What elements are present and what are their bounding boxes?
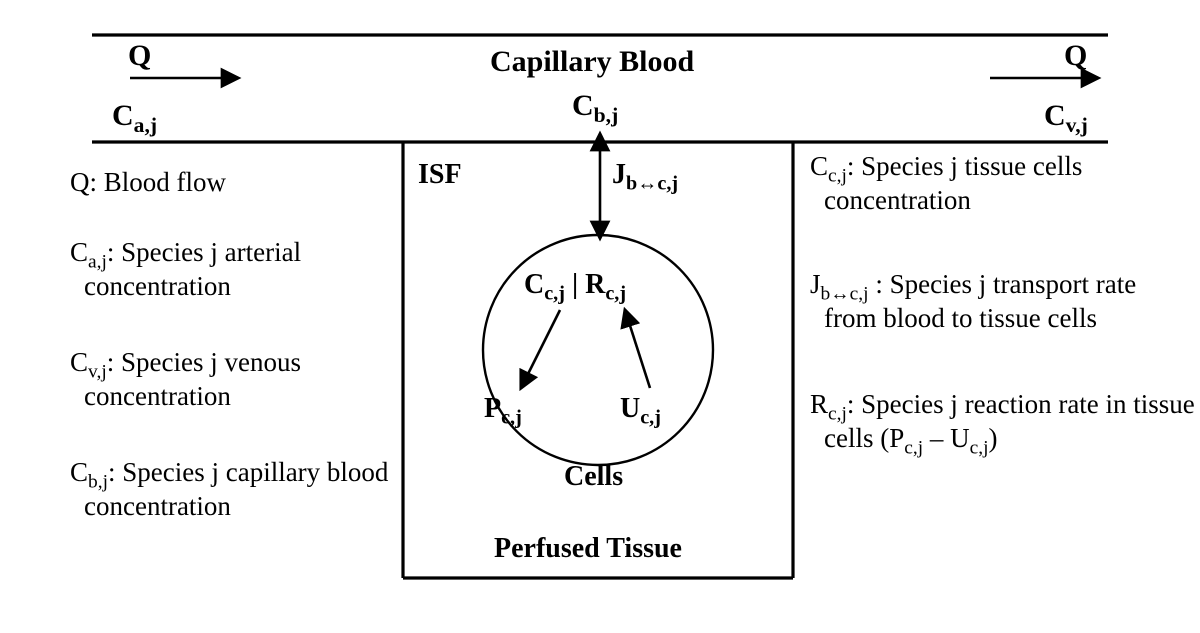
def-rc: Rc,j: Species j reaction rate in tissue … (810, 388, 1200, 456)
perfused-tissue-label: Perfused Tissue (494, 532, 682, 566)
cells-label: Cells (564, 460, 623, 494)
cc-j-label: Cc,j (524, 269, 565, 300)
pc-j-label: Pc,j (484, 392, 522, 426)
cc-rc-label: Cc,j | Rc,j (524, 268, 626, 302)
cc-to-pc-arrow (521, 310, 560, 388)
cc-rc-sep: | (572, 269, 585, 300)
def-cv: Cv,j: Species j venous concentration (70, 346, 404, 414)
def-cb: Cb,j: Species j capillary blood concentr… (70, 456, 414, 524)
def-ca: Ca,j: Species j arterial concentration (70, 236, 404, 304)
diagram-stage: Q Q Ca,j Cv,j Capillary Blood Cb,j ISF J… (0, 0, 1200, 633)
q-label-left: Q (128, 38, 151, 74)
q-label-right: Q (1064, 38, 1087, 74)
uc-j-label: Uc,j (620, 392, 661, 426)
cv-j-label: Cv,j (1044, 98, 1088, 134)
def-q: Q: Blood flow (70, 166, 390, 200)
ca-j-label: Ca,j (112, 98, 157, 134)
uc-to-rc-arrow (625, 310, 650, 388)
def-cc: Cc,j: Species j tissue cells concentrati… (810, 150, 1184, 218)
rc-j-label: Rc,j (585, 269, 626, 300)
jbc-label: Jb↔c,j (612, 158, 678, 192)
capillary-title: Capillary Blood (490, 44, 694, 80)
isf-label: ISF (418, 158, 462, 192)
cb-j-label: Cb,j (572, 88, 618, 124)
def-jbc: Jb↔c,j : Species j transport rate from b… (810, 268, 1194, 336)
